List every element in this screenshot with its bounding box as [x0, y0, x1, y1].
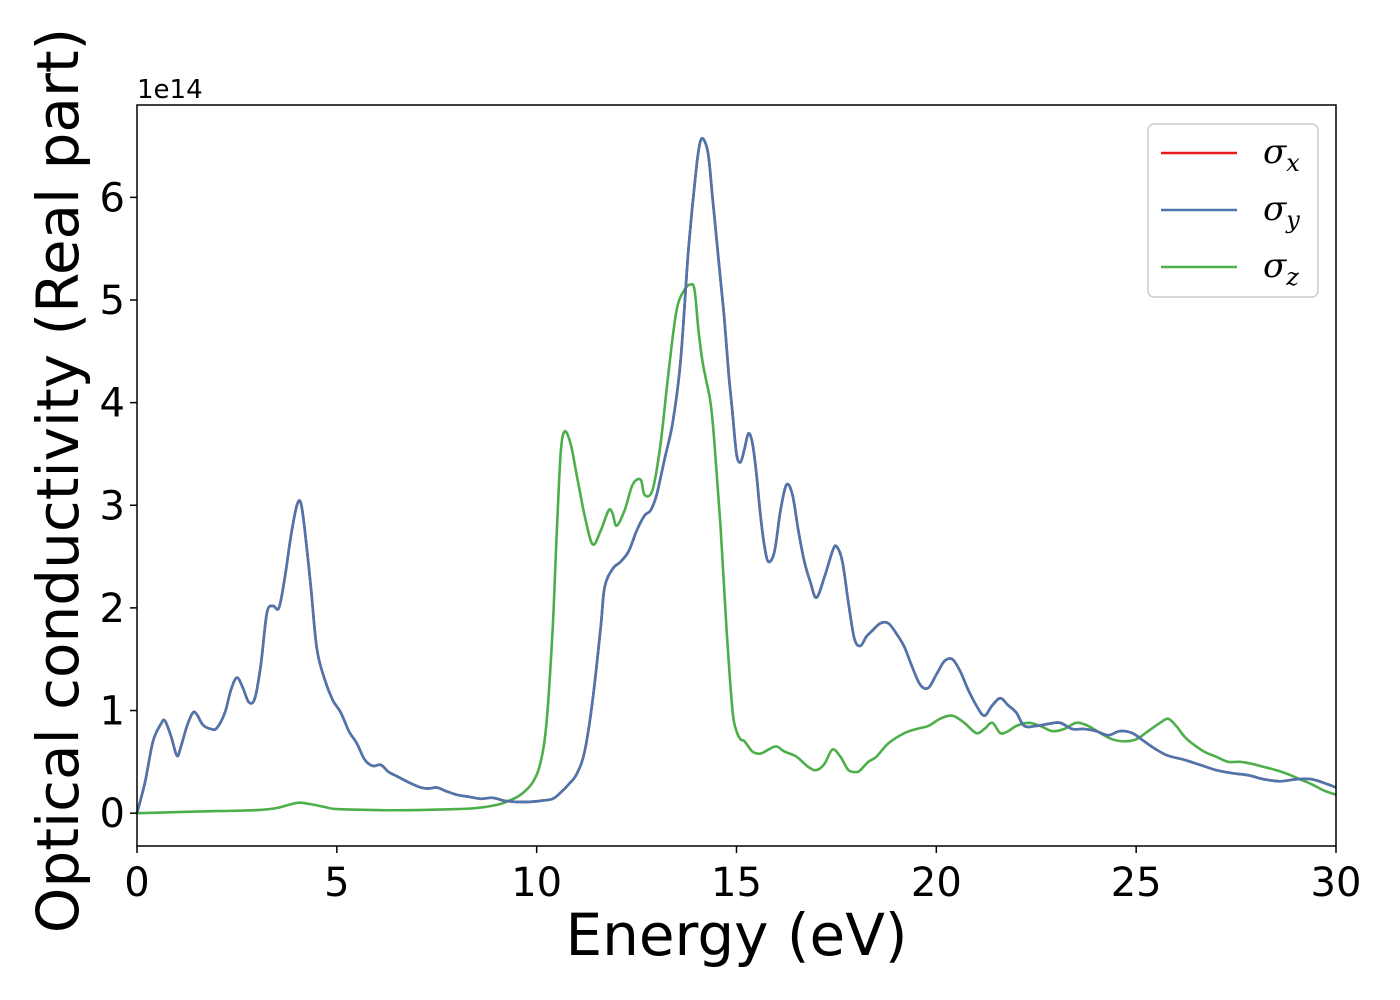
y-tick-label: 0 — [100, 791, 125, 837]
x-tick-label: 15 — [711, 860, 762, 906]
y-tick-label: 6 — [100, 175, 125, 221]
legend-label-x: σx — [1263, 132, 1300, 177]
y-tick-label: 5 — [100, 278, 125, 324]
legend: σx σy σz — [1147, 123, 1319, 298]
x-tick-label: 25 — [1111, 860, 1162, 906]
x-tick-label: 5 — [324, 860, 349, 906]
x-axis-title: Energy (eV) — [565, 901, 907, 969]
y-tick-label: 4 — [100, 381, 125, 427]
x-tick-label: 0 — [124, 860, 149, 906]
y-tick-label: 1 — [100, 689, 125, 735]
series-line-z — [136, 282, 1337, 815]
x-tick-label: 30 — [1311, 860, 1362, 906]
legend-label-z: σz — [1263, 246, 1299, 291]
legend-label-y: σy — [1263, 189, 1300, 234]
y-axis-title: Optical conductivity (Real part) — [24, 28, 92, 933]
y-tick-label: 3 — [100, 483, 125, 529]
x-tick-label: 20 — [911, 860, 962, 906]
y-tick-label: 2 — [100, 586, 125, 632]
y-offset-label: 1e14 — [137, 75, 203, 105]
x-ticks: 0 5 10 15 20 25 30 — [124, 846, 1361, 906]
x-tick-label: 10 — [511, 860, 562, 906]
series-line-y — [135, 137, 1337, 814]
series-lines — [135, 137, 1337, 815]
y-ticks: 0 1 2 3 4 5 6 — [100, 175, 137, 837]
